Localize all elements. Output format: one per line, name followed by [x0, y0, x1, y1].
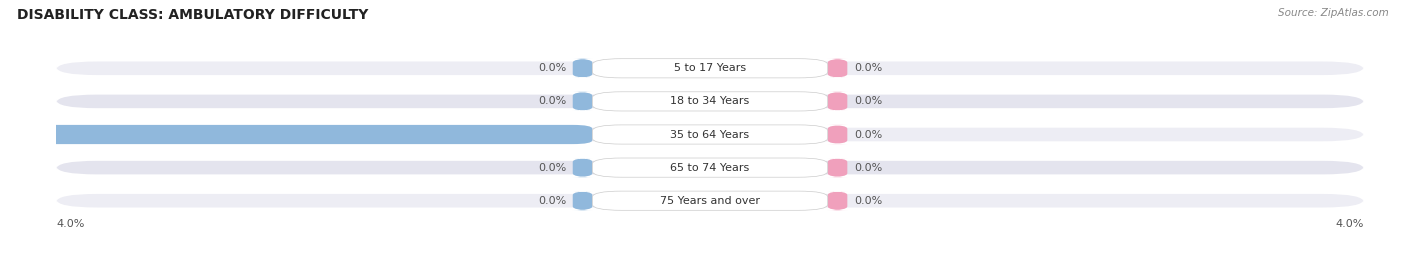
FancyBboxPatch shape [572, 158, 592, 177]
Text: 4.0%: 4.0% [56, 219, 84, 229]
Text: 35 to 64 Years: 35 to 64 Years [671, 129, 749, 140]
Text: 0.0%: 0.0% [853, 129, 882, 140]
Text: 0.0%: 0.0% [853, 162, 882, 173]
FancyBboxPatch shape [572, 191, 592, 210]
FancyBboxPatch shape [56, 95, 1364, 108]
FancyBboxPatch shape [572, 59, 592, 78]
Text: 18 to 34 Years: 18 to 34 Years [671, 96, 749, 107]
Text: DISABILITY CLASS: AMBULATORY DIFFICULTY: DISABILITY CLASS: AMBULATORY DIFFICULTY [17, 8, 368, 22]
FancyBboxPatch shape [592, 59, 828, 78]
Text: 0.0%: 0.0% [853, 96, 882, 107]
FancyBboxPatch shape [56, 194, 1364, 207]
Text: Source: ZipAtlas.com: Source: ZipAtlas.com [1278, 8, 1389, 18]
FancyBboxPatch shape [56, 62, 1364, 75]
Text: 4.0%: 4.0% [1336, 219, 1364, 229]
FancyBboxPatch shape [56, 128, 1364, 141]
Text: 5 to 17 Years: 5 to 17 Years [673, 63, 747, 73]
Text: 3.6%: 3.6% [17, 129, 48, 140]
Text: 0.0%: 0.0% [538, 63, 567, 73]
FancyBboxPatch shape [828, 158, 848, 177]
FancyBboxPatch shape [4, 125, 592, 144]
FancyBboxPatch shape [592, 191, 828, 210]
FancyBboxPatch shape [592, 92, 828, 111]
FancyBboxPatch shape [828, 125, 848, 144]
FancyBboxPatch shape [592, 158, 828, 177]
FancyBboxPatch shape [828, 92, 848, 111]
Text: 0.0%: 0.0% [538, 96, 567, 107]
Text: 0.0%: 0.0% [853, 196, 882, 206]
FancyBboxPatch shape [592, 125, 828, 144]
Text: 0.0%: 0.0% [538, 162, 567, 173]
FancyBboxPatch shape [572, 92, 592, 111]
Text: 75 Years and over: 75 Years and over [659, 196, 761, 206]
FancyBboxPatch shape [828, 191, 848, 210]
FancyBboxPatch shape [56, 161, 1364, 174]
Text: 0.0%: 0.0% [538, 196, 567, 206]
Text: 65 to 74 Years: 65 to 74 Years [671, 162, 749, 173]
Text: 0.0%: 0.0% [853, 63, 882, 73]
FancyBboxPatch shape [828, 59, 848, 78]
